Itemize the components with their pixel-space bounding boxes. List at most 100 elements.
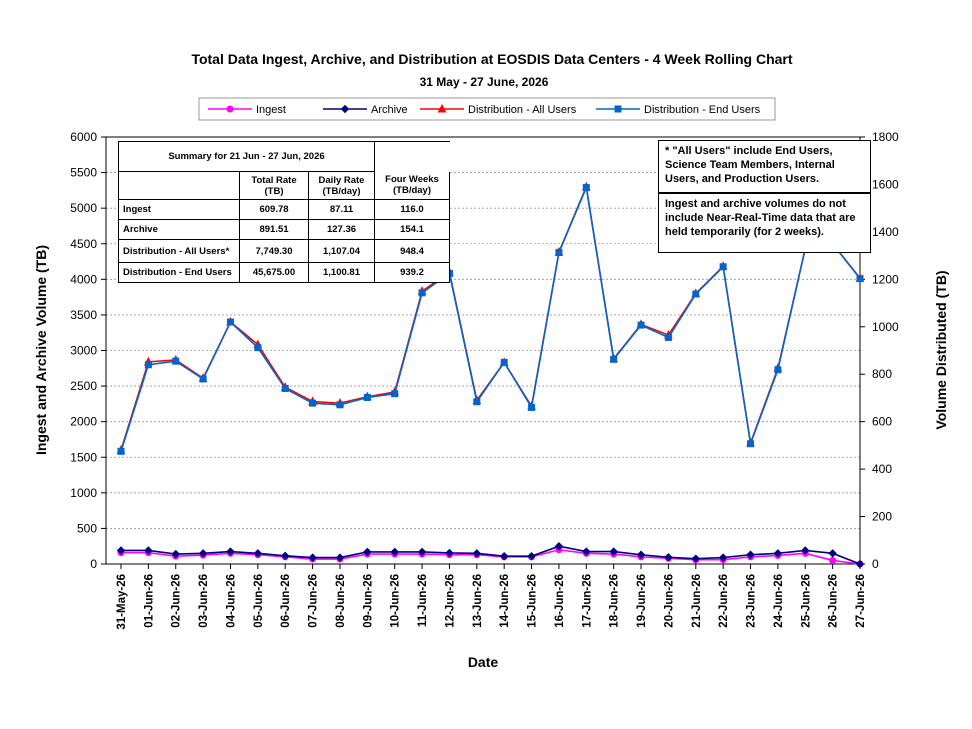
y-left-tick-label: 2500	[70, 379, 97, 393]
y-left-tick-label: 3500	[70, 308, 97, 322]
x-tick-label: 07-Jun-26	[308, 574, 320, 628]
legend-swatch-marker	[437, 103, 447, 113]
y-left-tick-label: 5500	[70, 166, 97, 180]
x-tick-label: 02-Jun-26	[171, 574, 183, 628]
x-tick-label: 19-Jun-26	[636, 574, 648, 628]
legend-entry: Ingest	[208, 104, 286, 116]
series-line	[121, 545, 861, 565]
data-point	[829, 556, 837, 564]
data-point	[335, 553, 345, 562]
data-point	[499, 551, 509, 561]
legend-entry: Distribution - All Users	[420, 103, 577, 116]
data-point	[747, 440, 755, 448]
y-left-tick-label: 6000	[70, 130, 97, 144]
summary-row-archive: Archive 891.51 127.36 154.1	[118, 219, 450, 240]
y-right-tick-label: 600	[872, 415, 892, 429]
legend-swatch-marker	[614, 105, 622, 113]
legend-frame	[198, 97, 776, 121]
data-point	[773, 549, 783, 558]
data-point	[199, 375, 207, 383]
summary-row-dist-all: Distribution - All Users* 7,749.30 1,107…	[118, 239, 450, 263]
x-tick-label: 17-Jun-26	[581, 574, 593, 628]
data-point	[309, 399, 317, 407]
data-point	[636, 550, 646, 559]
summary-header-four: Four Weeks (TB/day)	[374, 171, 450, 200]
x-tick-label: 15-Jun-26	[527, 574, 539, 628]
x-tick-label: 05-Jun-26	[253, 574, 265, 628]
data-point	[691, 554, 700, 563]
data-point	[472, 549, 482, 558]
data-point	[171, 549, 180, 559]
data-point	[692, 290, 700, 298]
note-all-users: * "All Users" include End Users, Science…	[658, 140, 871, 193]
data-point	[528, 403, 536, 411]
x-tick-label: 10-Jun-26	[390, 574, 402, 628]
data-point	[801, 546, 810, 555]
x-tick-label: 11-Jun-26	[417, 574, 429, 627]
legend-entry: Distribution - End Users	[596, 104, 761, 116]
data-point	[664, 333, 672, 341]
legend-label: Distribution - All Users	[468, 104, 577, 116]
y-left-tick-label: 5000	[70, 201, 97, 215]
summary-table: Summary for 21 Jun - 27 Jun, 2026 Total …	[118, 141, 450, 283]
x-tick-label: 12-Jun-26	[444, 574, 456, 628]
x-axis: 31-May-26 01-Jun-26 02-Jun-26 03-Jun-26 04-J…	[116, 564, 867, 630]
chart-title: Total Data Ingest, Archive, and Distribu…	[191, 51, 792, 67]
data-point	[363, 547, 372, 557]
series-archive	[116, 542, 865, 569]
legend-label: Archive	[371, 104, 408, 116]
x-tick-label: 18-Jun-26	[609, 574, 621, 628]
y-right-tick-label: 1200	[872, 272, 899, 286]
summary-row-dist-end: Distribution - End Users 45,675.00 1,100…	[118, 262, 450, 283]
data-point	[637, 321, 645, 329]
data-point	[664, 553, 673, 562]
x-tick-label: 26-Jun-26	[828, 574, 840, 628]
y-right-tick-label: 200	[872, 510, 892, 524]
data-point	[855, 559, 865, 569]
y-right-tick-label: 1000	[872, 320, 899, 334]
x-tick-label: 21-Jun-26	[691, 574, 703, 628]
data-point	[390, 547, 399, 557]
data-point	[856, 275, 864, 283]
legend: Ingest Archive Distribution - All Users Dis…	[198, 97, 776, 121]
summary-row-ingest: Ingest 609.78 87.11 116.0	[118, 199, 450, 220]
data-point	[418, 289, 426, 297]
x-tick-label: 23-Jun-26	[746, 574, 758, 628]
summary-header-daily: Daily Rate (TB/day)	[308, 171, 375, 200]
y-left-tick-label: 3000	[70, 344, 97, 358]
x-tick-label: 16-Jun-26	[554, 574, 566, 628]
y-left-tick-label: 1500	[70, 450, 97, 464]
data-point	[473, 398, 481, 406]
series-line	[120, 184, 861, 452]
y-axis-right-label: Volume Distributed (TB)	[933, 270, 949, 429]
x-tick-label: 24-Jun-26	[773, 574, 785, 628]
x-tick-label: 09-Jun-26	[362, 574, 374, 628]
y-left-tick-label: 4500	[70, 237, 97, 251]
x-tick-label: 13-Jun-26	[472, 574, 484, 628]
data-point	[116, 546, 126, 555]
y-left-tick-label: 2000	[70, 415, 97, 429]
data-point	[500, 358, 508, 366]
data-point	[555, 249, 563, 257]
data-point	[582, 547, 591, 556]
series-line	[121, 548, 861, 565]
y-axis-right: 0 200 400 600 800 1000 1200 1400 1600 1800	[860, 130, 899, 571]
chart-subtitle: 31 May - 27 June, 2026	[420, 75, 549, 89]
x-tick-label: 06-Jun-26	[280, 574, 292, 628]
data-point	[144, 361, 152, 369]
y-right-tick-label: 1400	[872, 225, 899, 239]
x-axis-label: Date	[468, 654, 499, 670]
x-tick-label: 04-Jun-26	[225, 574, 237, 628]
data-point	[254, 344, 262, 352]
y-right-tick-label: 1800	[872, 130, 899, 144]
x-tick-label: 14-Jun-26	[499, 574, 511, 628]
legend-entry: Archive	[323, 104, 408, 116]
data-point	[609, 547, 618, 556]
x-tick-label: 01-Jun-26	[143, 574, 155, 628]
data-point	[363, 393, 371, 401]
data-point	[117, 447, 125, 455]
summary-header-total: Total Rate (TB)	[239, 171, 309, 200]
x-tick-label: 25-Jun-26	[800, 574, 812, 628]
data-point	[718, 553, 728, 562]
